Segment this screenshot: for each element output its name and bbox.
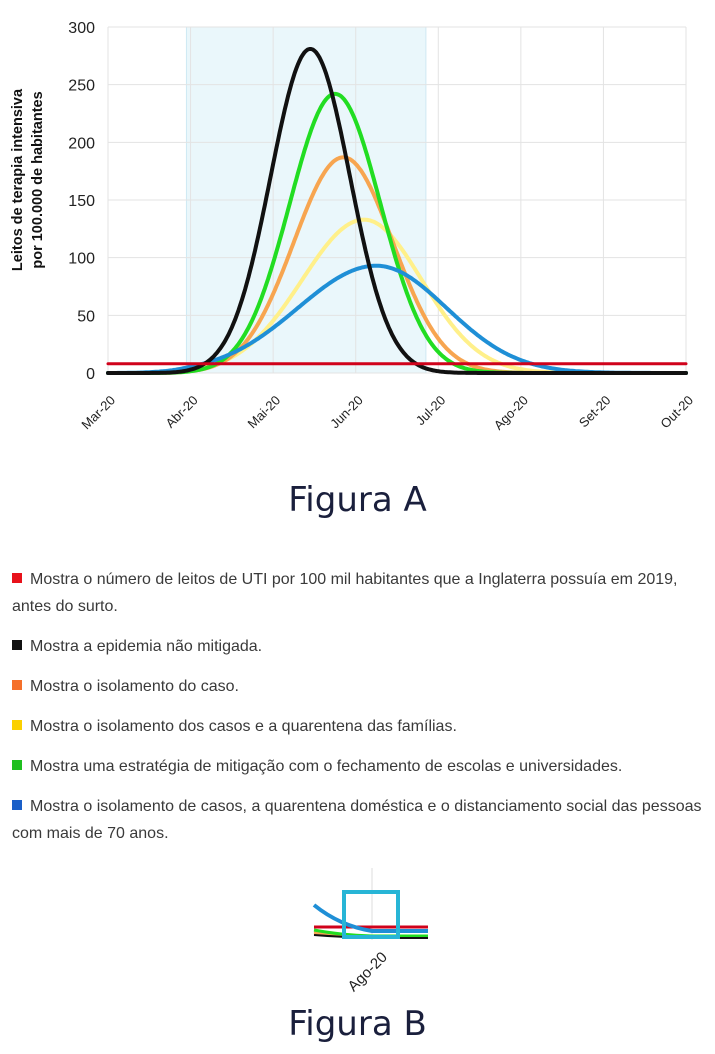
y-axis-label-line-2: por 100.000 de habitantes: [30, 91, 46, 268]
legend-item-icu-capacity: Mostra o número de leitos de UTI por 100…: [12, 566, 708, 620]
legend-item-case-isolation: Mostra o isolamento do caso.: [12, 673, 708, 700]
legend: Mostra o número de leitos de UTI por 100…: [12, 566, 708, 842]
legend-text: Mostra uma estratégia de mitigação com o…: [30, 758, 623, 775]
x-tick-label: Abr-20: [162, 393, 200, 431]
y-tick-label: 100: [68, 251, 95, 268]
y-tick-label: 50: [77, 308, 95, 325]
x-tick-label: Ago-20: [491, 393, 531, 433]
x-tick-label: Jun-20: [327, 393, 366, 432]
legend-item-household-quarantine: Mostra o isolamento dos casos e a quaren…: [12, 713, 708, 740]
legend-text: Mostra o isolamento do caso.: [30, 678, 239, 695]
legend-text: Mostra o isolamento de casos, a quarente…: [12, 798, 702, 842]
legend-swatch-red: [12, 573, 22, 583]
figure-b-chart: Ago-20: [312, 868, 428, 995]
legend-item-social-distancing: Mostra o isolamento de casos, a quarente…: [12, 793, 708, 847]
x-tick-label: Mai-20: [245, 393, 284, 432]
legend-swatch-orange: [12, 680, 22, 690]
x-tick-label: Set-20: [576, 393, 614, 431]
y-axis-label-line-1: Leitos de terapia intensiva: [10, 88, 26, 271]
x-tick-label: Out-20: [657, 393, 696, 432]
figure-a-chart: 0 50 100 150 200 250 300 Mar-20 Abr-20 Mai-20 Jun…: [10, 20, 696, 433]
y-tick-label: 150: [68, 193, 95, 210]
legend-text: Mostra a epidemia não mitigada.: [30, 638, 263, 655]
legend-item-school-closure: Mostra uma estratégia de mitigação com o…: [12, 753, 708, 780]
legend-item-unmitigated: Mostra a epidemia não mitigada.: [12, 633, 708, 660]
y-tick-label: 250: [68, 78, 95, 95]
y-tick-label: 0: [86, 366, 95, 383]
figure-b-highlight-box: [342, 890, 400, 939]
y-tick-label: 200: [68, 135, 95, 152]
legend-swatch-black: [12, 640, 22, 650]
figure-b-x-tick-label: Ago-20: [345, 949, 391, 995]
legend-text: Mostra o isolamento dos casos e a quaren…: [30, 718, 457, 735]
legend-swatch-green: [12, 760, 22, 770]
figure-b-title: Figura B: [288, 1004, 427, 1044]
x-tick-label: Mar-20: [78, 393, 118, 433]
legend-swatch-yellow: [12, 720, 22, 730]
y-tick-label: 300: [68, 20, 95, 37]
figure-a-title: Figura A: [288, 480, 427, 520]
legend-text: Mostra o número de leitos de UTI por 100…: [12, 571, 678, 615]
x-tick-label: Jul-20: [413, 393, 449, 429]
legend-swatch-blue: [12, 800, 22, 810]
